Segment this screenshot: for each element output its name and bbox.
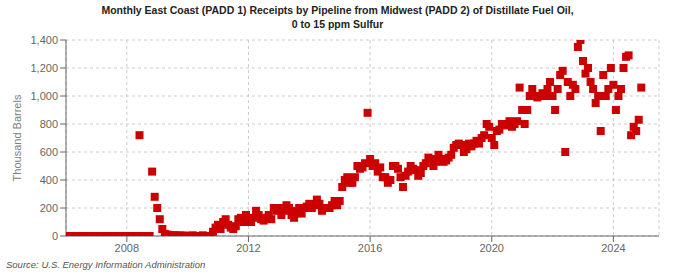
svg-text:1,000: 1,000 — [30, 90, 58, 102]
html-text:0 to 15 ppm Sulfur: 0 to 15 ppm Sulfur — [291, 18, 384, 30]
svg-text:2024: 2024 — [601, 242, 625, 254]
svg-text:200: 200 — [40, 202, 58, 214]
svg-text:600: 600 — [40, 146, 58, 158]
svg-text:0: 0 — [52, 230, 58, 242]
html-text:Monthly East Coast (PADD 1) Re: Monthly East Coast (PADD 1) Receipts by … — [101, 4, 574, 16]
html-text:Source: U.S. Energy Informatio: Source: U.S. Energy Information Administ… — [6, 259, 206, 270]
svg-text:1,200: 1,200 — [30, 62, 58, 74]
svg-text:2012: 2012 — [236, 242, 260, 254]
svg-text:2016: 2016 — [358, 242, 382, 254]
svg-text:400: 400 — [40, 174, 58, 186]
svg-text:2020: 2020 — [480, 242, 504, 254]
svg-text:1,400: 1,400 — [30, 34, 58, 46]
svg-text:800: 800 — [40, 118, 58, 130]
svg-text:2008: 2008 — [115, 242, 139, 254]
svg-text:Thousand Barrels: Thousand Barrels — [11, 94, 23, 181]
